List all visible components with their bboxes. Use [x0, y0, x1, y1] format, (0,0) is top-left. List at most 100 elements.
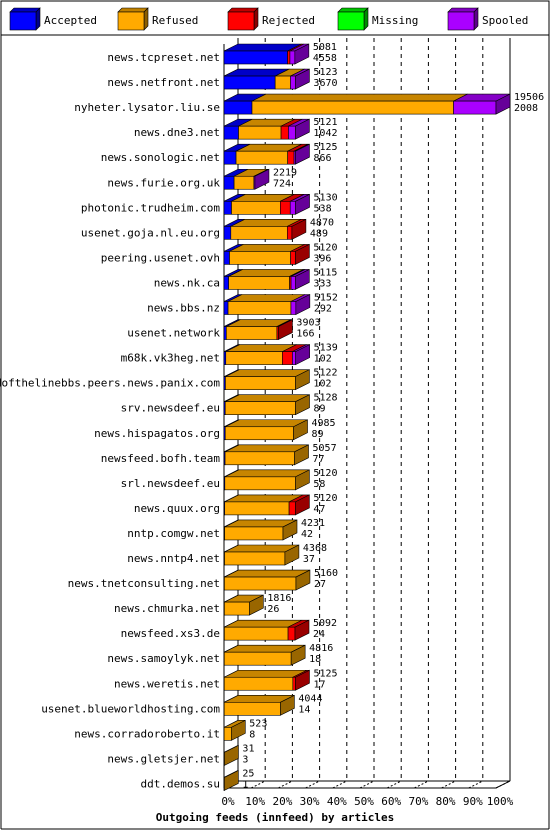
- legend-swatch-side: [363, 7, 369, 31]
- category-label: usenet.goja.nl.eu.org: [81, 226, 220, 239]
- axis-floor: [223, 780, 511, 789]
- x-tick-label-40: 40%: [327, 795, 347, 808]
- legend-label-rejected: Rejected: [262, 14, 315, 27]
- data-label-accepted: 58: [313, 479, 325, 490]
- floor-tick-40: [332, 780, 348, 789]
- bar-end-face: [230, 719, 246, 741]
- bar-end-face: [294, 619, 310, 641]
- legend-label-spooled: Spooled: [482, 14, 528, 27]
- x-tick-label-20: 20%: [272, 795, 292, 808]
- data-label-offered: 5057: [313, 443, 337, 454]
- bar-segment-refused: [238, 125, 282, 140]
- bar-segment-refused: [233, 175, 255, 190]
- bar-segment-refused: [230, 226, 288, 240]
- bar-segment-spooled: [290, 301, 297, 315]
- bar-row-ddt-demos-su: ddt.demos.su 251: [141, 768, 254, 791]
- data-label-accepted: 14: [298, 704, 310, 715]
- data-label-accepted: 47: [313, 504, 325, 515]
- bar-segment-refused: [224, 626, 289, 641]
- data-label-accepted: 17: [313, 679, 325, 690]
- bar-end-face: [294, 444, 309, 466]
- data-label-offered: 5122: [313, 368, 337, 379]
- legend-swatch-top: [227, 7, 259, 13]
- bar-segment-spooled: [453, 100, 497, 115]
- bar-top-refused: [225, 369, 310, 377]
- bar-end-face: [295, 494, 310, 516]
- data-label-accepted: 396: [313, 253, 331, 264]
- legend-label-accepted: Accepted: [44, 14, 97, 27]
- category-label: srl.newsdeef.eu: [121, 477, 220, 490]
- floor-tick-70: [414, 780, 429, 789]
- bar-segment-rejected: [282, 351, 293, 365]
- category-label: endofthelinebbs.peers.news.panix.com: [0, 377, 220, 390]
- bar-segment-refused: [227, 301, 292, 315]
- data-label-offered: 5115: [313, 267, 337, 278]
- bar-end-face: [254, 168, 270, 190]
- bar-end-face: [295, 344, 310, 366]
- x-tick-label-100: 100%: [487, 795, 514, 808]
- bar-segment-refused: [228, 276, 290, 290]
- bar-end-face: [295, 669, 310, 691]
- data-label-offered: 5121: [313, 117, 337, 128]
- bar-end-face: [295, 118, 310, 140]
- data-label-offered: 4231: [301, 518, 325, 529]
- data-label-accepted: 102: [314, 354, 332, 365]
- x-tick-label-30: 30%: [300, 795, 320, 808]
- bar-end-face: [224, 769, 239, 791]
- data-label-accepted: 42: [301, 529, 313, 540]
- bar-segment-rejected: [292, 676, 296, 691]
- floor-tick-100: [495, 780, 511, 789]
- data-label-accepted: 4558: [313, 53, 337, 64]
- bar-segment-accepted: [223, 251, 230, 265]
- data-label-accepted: 1: [242, 779, 248, 790]
- bar-segment-accepted: [223, 276, 229, 290]
- bar-segment-refused: [223, 651, 292, 666]
- bar-segment-accepted: [223, 100, 253, 115]
- bar-segment-accepted: [223, 326, 227, 340]
- floor-tick-10: [250, 780, 266, 789]
- data-label-offered: 5092: [313, 618, 337, 629]
- data-label-offered: 5152: [314, 293, 338, 304]
- category-label: ddt.demos.su: [141, 777, 220, 790]
- category-label: news.dne3.net: [134, 126, 220, 139]
- x-tick-label-50: 50%: [354, 795, 374, 808]
- category-label: news.samoylyk.net: [107, 652, 220, 665]
- bar-top-refused: [224, 469, 310, 478]
- category-label: nntp.comgw.net: [127, 527, 220, 540]
- bar-segment-refused: [224, 426, 294, 441]
- bar-segment-refused: [224, 526, 284, 541]
- bar-top-refused: [225, 394, 310, 403]
- bar-segment-accepted: [223, 75, 276, 90]
- bar-end-face: [295, 68, 310, 90]
- data-label-offered: 5081: [313, 42, 337, 53]
- bar-segment-refused: [251, 100, 454, 115]
- data-label-accepted: 26: [267, 604, 279, 615]
- data-label-accepted: 27: [314, 579, 326, 590]
- bar-segment-rejected: [280, 125, 289, 140]
- data-label-offered: 5160: [314, 568, 338, 579]
- bar-segment-refused: [235, 150, 288, 165]
- legend-label-refused: Refused: [152, 14, 198, 27]
- x-tick-label-0: 0%: [221, 795, 235, 808]
- data-label-offered: 4870: [310, 217, 334, 228]
- bar-segment-rejected: [280, 201, 291, 215]
- data-label-accepted: 724: [273, 178, 291, 189]
- bar-segment-refused: [274, 75, 291, 90]
- category-label: news.furie.org.uk: [107, 176, 220, 189]
- data-label-accepted: 3670: [313, 78, 337, 89]
- bar-segment-spooled: [292, 351, 296, 365]
- bar-row-news-gletsjer-net: news.gletsjer.net 313: [107, 743, 254, 766]
